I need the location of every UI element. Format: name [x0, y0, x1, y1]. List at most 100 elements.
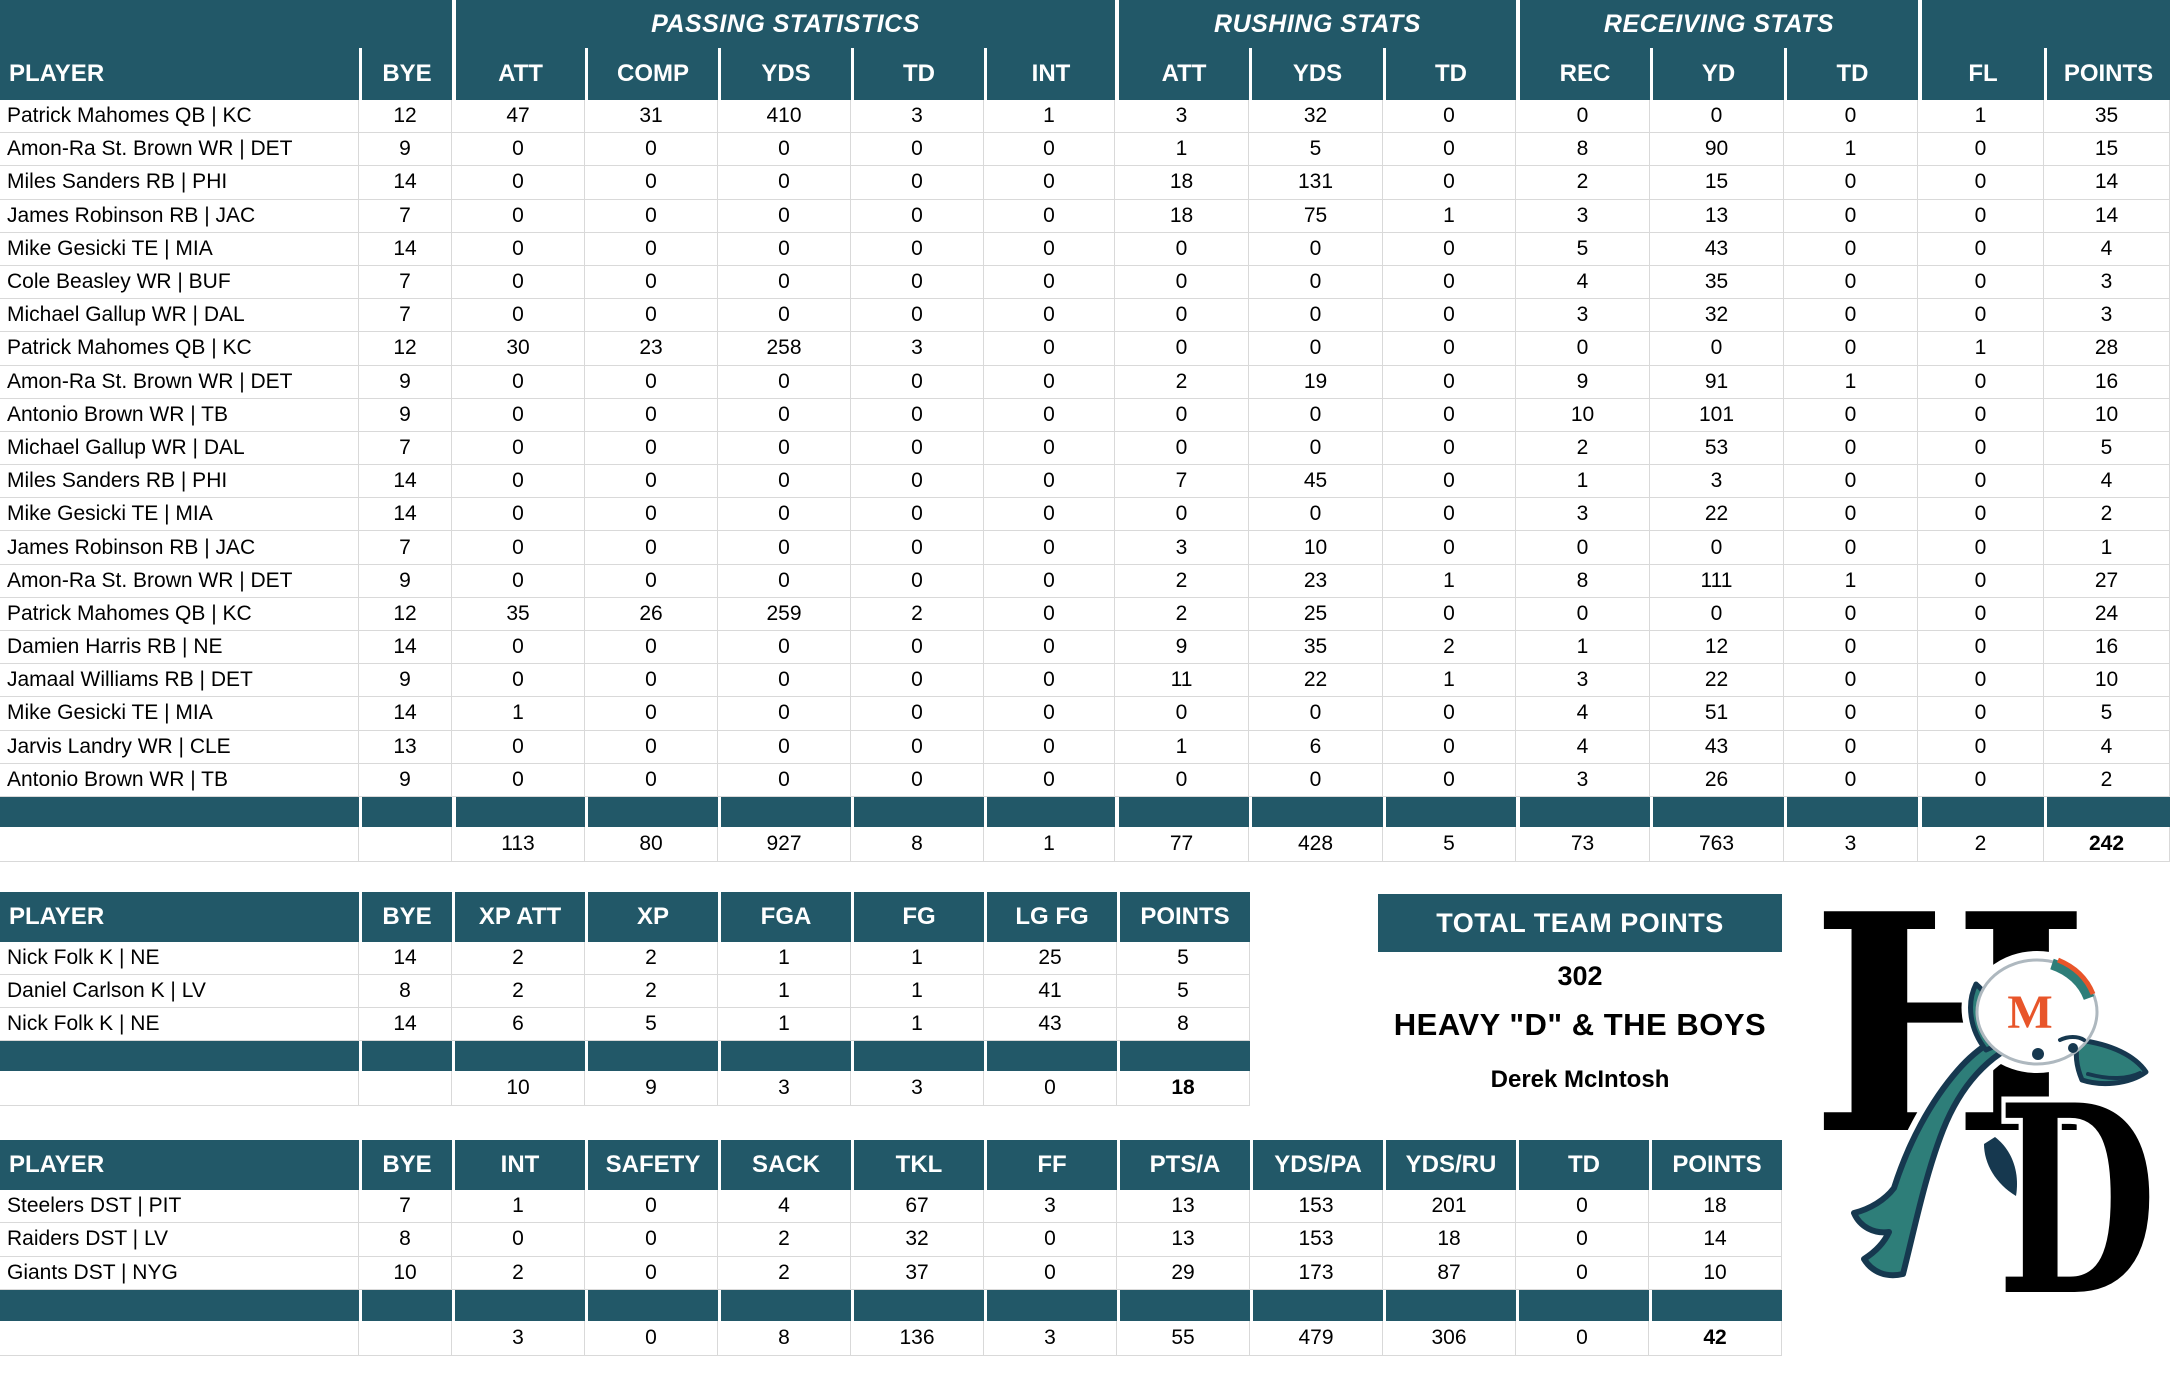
column-header-cell: POINTS [2044, 48, 2170, 100]
stat-cell: 0 [1249, 697, 1383, 731]
stat-cell: 1 [718, 942, 851, 975]
separator-cell [851, 1041, 984, 1071]
stat-cell: 14 [359, 465, 452, 499]
stat-cell: 0 [718, 697, 851, 731]
stat-cell: 0 [718, 564, 851, 598]
stat-cell: 0 [718, 365, 851, 399]
player-cell: Jarvis Landry WR | CLE [0, 730, 359, 764]
stat-cell: 0 [851, 398, 984, 432]
stat-cell: 0 [1918, 631, 2044, 665]
stat-cell: 0 [851, 166, 984, 200]
stat-cell: 14 [359, 631, 452, 665]
separator-cell [1249, 796, 1383, 827]
stat-cell: 0 [585, 465, 718, 499]
kicker-stats-table: PLAYER BYE XP ATT XP FGA FG LG FG POINTS Nick Fo… [0, 892, 1250, 1106]
stat-cell: 0 [585, 265, 718, 300]
stat-cell: 37 [851, 1256, 984, 1290]
stat-cell: 31 [585, 100, 718, 134]
stat-cell: 0 [984, 597, 1115, 631]
stat-cell: 3 [1115, 531, 1249, 565]
stat-cell: 0 [1115, 431, 1249, 466]
separator-cell [452, 1289, 585, 1321]
totals-cell: 9 [585, 1071, 718, 1106]
stat-cell: 14 [2044, 199, 2170, 233]
stat-cell: 2 [1115, 564, 1249, 598]
stat-cell: 0 [851, 697, 984, 731]
stat-cell: 26 [585, 597, 718, 631]
stat-cell: 0 [718, 199, 851, 233]
column-header-cell: LG FG [984, 892, 1117, 942]
stat-cell: 0 [1249, 431, 1383, 466]
stat-cell: 43 [1650, 232, 1784, 266]
player-cell: Raiders DST | LV [0, 1223, 359, 1257]
stat-cell: 5 [2044, 431, 2170, 466]
totals-cell: 0 [1516, 1320, 1649, 1356]
stat-cell: 1 [1918, 100, 2044, 134]
stat-cell: 35 [2044, 100, 2170, 134]
stat-cell: 0 [1383, 465, 1516, 499]
stat-cell: 1 [1784, 133, 1918, 167]
separator-cell [2044, 796, 2170, 827]
stat-cell: 1 [452, 1190, 585, 1224]
separator-cell [851, 1289, 984, 1321]
stat-cell: 22 [1650, 498, 1784, 532]
stat-cell: 1 [718, 975, 851, 1008]
separator-cell [1784, 796, 1918, 827]
stat-cell: 4 [1516, 730, 1650, 764]
stat-cell: 16 [2044, 631, 2170, 665]
stat-cell: 1 [1918, 332, 2044, 366]
stat-cell: 5 [1249, 133, 1383, 167]
column-header-cell: YDS/PA [1250, 1140, 1383, 1190]
stat-cell: 0 [851, 465, 984, 499]
group-header-passing-statistics: PASSING STATISTICS [452, 0, 1115, 48]
total-team-points-value: 302 [1557, 961, 1603, 991]
stat-cell: 0 [718, 498, 851, 532]
totals-cell: 42 [1649, 1320, 1782, 1356]
stat-cell: 0 [452, 265, 585, 300]
stat-cell: 0 [585, 133, 718, 167]
stat-cell: 0 [984, 730, 1115, 764]
stat-cell: 18 [1115, 166, 1249, 200]
separator-cell [1650, 796, 1784, 827]
stat-cell: 0 [851, 133, 984, 167]
separator-cell [585, 1041, 718, 1071]
stat-cell: 1 [1383, 664, 1516, 698]
stat-cell: 0 [452, 133, 585, 167]
separator-cell [1383, 1289, 1516, 1321]
player-cell: Miles Sanders RB | PHI [0, 465, 359, 499]
stat-cell: 3 [1516, 498, 1650, 532]
stat-cell: 0 [1650, 100, 1784, 134]
column-header-cell: TD [1383, 48, 1516, 100]
stat-cell: 5 [1516, 232, 1650, 266]
stat-cell: 0 [1918, 531, 2044, 565]
player-cell: Amon-Ra St. Brown WR | DET [0, 133, 359, 167]
stat-cell: 23 [585, 332, 718, 366]
stat-cell: 2 [1115, 597, 1249, 631]
totals-cell: 3 [452, 1320, 585, 1356]
stat-cell: 0 [1650, 531, 1784, 565]
stat-cell: 0 [984, 498, 1115, 532]
stat-cell: 18 [1115, 199, 1249, 233]
stat-cell: 5 [2044, 697, 2170, 731]
stat-cell: 131 [1249, 166, 1383, 200]
stat-cell: 0 [1249, 265, 1383, 300]
stat-cell: 0 [718, 166, 851, 200]
stat-cell: 0 [585, 730, 718, 764]
stat-cell: 201 [1383, 1190, 1516, 1224]
totals-cell: 479 [1250, 1320, 1383, 1356]
stat-cell: 0 [1115, 332, 1249, 366]
player-cell: James Robinson RB | JAC [0, 199, 359, 233]
stat-cell: 0 [1918, 597, 2044, 631]
stat-cell: 0 [718, 232, 851, 266]
stat-cell: 15 [2044, 133, 2170, 167]
totals-cell: 3 [718, 1071, 851, 1106]
column-header-cell: PLAYER [0, 1140, 359, 1190]
stat-cell: 0 [1784, 465, 1918, 499]
stat-cell: 0 [452, 465, 585, 499]
stat-cell: 0 [718, 398, 851, 432]
stat-cell: 75 [1249, 199, 1383, 233]
player-cell: Nick Folk K | NE [0, 1008, 359, 1041]
stat-cell: 0 [718, 730, 851, 764]
stat-cell: 13 [359, 730, 452, 764]
separator-cell [718, 1041, 851, 1071]
